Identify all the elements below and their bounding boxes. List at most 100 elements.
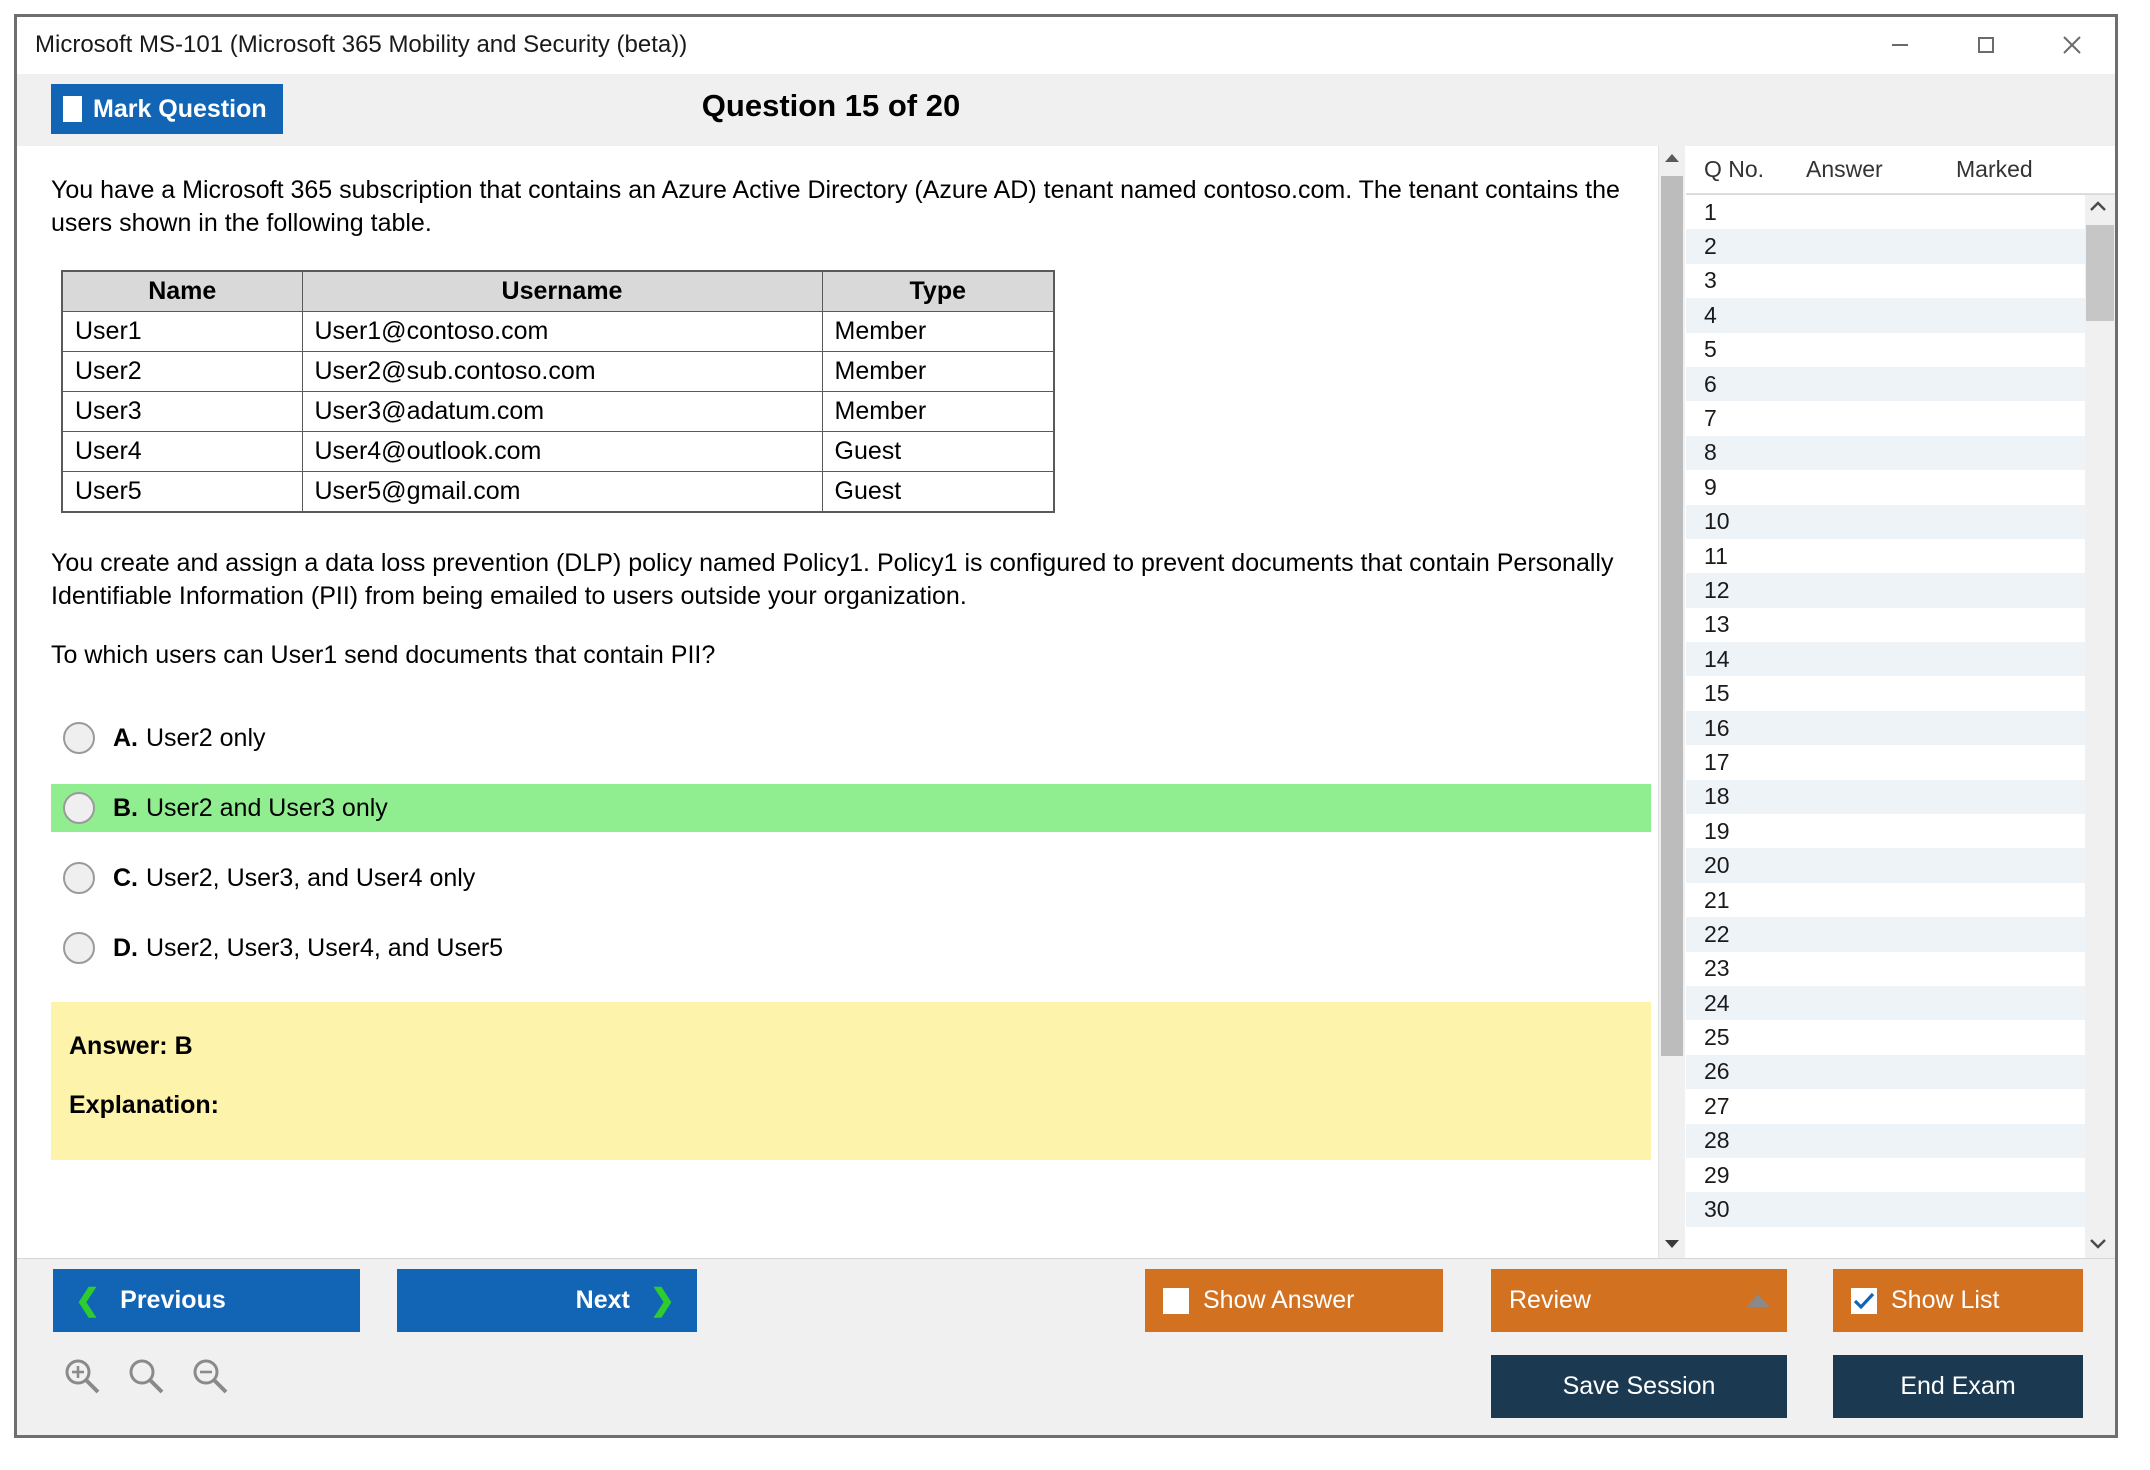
zoom-in-icon[interactable] xyxy=(61,1355,103,1402)
list-item[interactable]: 3 xyxy=(1686,264,2085,298)
previous-button[interactable]: ❮ Previous xyxy=(53,1269,360,1332)
option-text-c: User2, User3, and User4 only xyxy=(146,863,476,892)
list-item[interactable]: 9 xyxy=(1686,470,2085,504)
list-item-qno: 14 xyxy=(1704,645,1730,672)
question-policy-text: You create and assign a data loss preven… xyxy=(51,549,1614,610)
show-answer-checkbox[interactable] xyxy=(1163,1287,1189,1314)
question-list-header: Q No. Answer Marked xyxy=(1686,146,2115,194)
title-bar: Microsoft MS-101 (Microsoft 365 Mobility… xyxy=(17,17,2115,74)
list-item[interactable]: 8 xyxy=(1686,435,2085,471)
next-button-label: Next xyxy=(575,1286,630,1314)
cell-type: Guest xyxy=(821,431,1055,472)
previous-button-label: Previous xyxy=(120,1286,226,1314)
next-button[interactable]: Next ❯ xyxy=(397,1269,697,1332)
list-item[interactable]: 24 xyxy=(1686,985,2085,1021)
list-item-qno: 10 xyxy=(1704,508,1730,535)
list-item[interactable]: 19 xyxy=(1686,814,2085,848)
list-item[interactable]: 29 xyxy=(1686,1158,2085,1192)
show-answer-label: Show Answer xyxy=(1203,1286,1355,1314)
list-item-qno: 28 xyxy=(1704,1127,1730,1154)
header-bar: Mark Question Question 15 of 20 xyxy=(17,74,2115,146)
scroll-down-button[interactable] xyxy=(1659,1232,1685,1258)
cell-username: User3@adatum.com xyxy=(301,391,823,432)
list-item-qno: 26 xyxy=(1704,1058,1730,1085)
list-item[interactable]: 1 xyxy=(1686,195,2085,229)
list-item[interactable]: 18 xyxy=(1686,779,2085,815)
question-prompt-text: To which users can User1 send documents … xyxy=(51,641,716,669)
list-item[interactable]: 10 xyxy=(1686,504,2085,539)
list-item[interactable]: 11 xyxy=(1686,539,2085,573)
list-item[interactable]: 15 xyxy=(1686,676,2085,710)
list-item[interactable]: 22 xyxy=(1686,917,2085,952)
option-a[interactable]: A. User2 only xyxy=(51,714,1651,762)
list-item-qno: 29 xyxy=(1704,1161,1730,1188)
maximize-button[interactable] xyxy=(1943,17,2029,73)
list-item[interactable]: 21 xyxy=(1686,883,2085,917)
footer-toolbar: ❮ Previous Next ❯ xyxy=(17,1258,2115,1435)
list-scroll-thumb[interactable] xyxy=(2086,225,2114,321)
list-item-qno: 17 xyxy=(1704,748,1730,775)
zoom-reset-icon[interactable] xyxy=(125,1355,167,1402)
mark-question-button[interactable]: Mark Question xyxy=(51,84,283,134)
cell-name: User2 xyxy=(61,351,303,392)
list-item[interactable]: 13 xyxy=(1686,608,2085,642)
question-list-panel: Q No. Answer Marked 1 2 3 4 5 6 7 8 9 10 11 12 13 14 1… xyxy=(1686,146,2115,1258)
cell-name: User4 xyxy=(61,431,303,472)
list-item[interactable]: 26 xyxy=(1686,1054,2085,1090)
list-item[interactable]: 27 xyxy=(1686,1089,2085,1123)
list-item[interactable]: 30 xyxy=(1686,1192,2085,1227)
option-letter-a: A. xyxy=(113,723,138,752)
minimize-button[interactable] xyxy=(1857,17,1943,73)
radio-icon-a[interactable] xyxy=(63,722,95,754)
list-item[interactable]: 6 xyxy=(1686,366,2085,402)
save-session-button[interactable]: Save Session xyxy=(1491,1355,1787,1418)
list-item-qno: 18 xyxy=(1704,783,1730,810)
table-row: User4 User4@outlook.com Guest xyxy=(61,431,1055,472)
list-item[interactable]: 16 xyxy=(1686,710,2085,746)
cell-type: Member xyxy=(821,311,1055,352)
list-item[interactable]: 2 xyxy=(1686,229,2085,264)
zoom-controls xyxy=(61,1355,231,1402)
list-item[interactable]: 12 xyxy=(1686,573,2085,608)
option-d[interactable]: D. User2, User3, User4, and User5 xyxy=(51,924,1651,972)
question-list-scrollbar[interactable] xyxy=(2085,195,2115,1258)
list-item[interactable]: 17 xyxy=(1686,745,2085,779)
review-dropdown-button[interactable]: Review xyxy=(1491,1269,1787,1332)
list-item[interactable]: 28 xyxy=(1686,1123,2085,1158)
list-scroll-down-button[interactable] xyxy=(2085,1232,2111,1258)
list-item[interactable]: 7 xyxy=(1686,401,2085,435)
list-item-qno: 30 xyxy=(1704,1196,1730,1223)
page-title: Question 15 of 20 xyxy=(701,88,961,123)
show-list-button[interactable]: Show List xyxy=(1833,1269,2083,1332)
show-answer-button[interactable]: Show Answer xyxy=(1145,1269,1443,1332)
end-exam-button[interactable]: End Exam xyxy=(1833,1355,2083,1418)
question-scroll-thumb[interactable] xyxy=(1661,176,1683,1056)
option-c[interactable]: C. User2, User3, and User4 only xyxy=(51,854,1651,902)
option-letter-b: B. xyxy=(113,793,138,822)
list-item[interactable]: 4 xyxy=(1686,298,2085,333)
check-icon xyxy=(1853,1292,1875,1309)
column-header-qno: Q No. xyxy=(1704,156,1765,182)
list-item[interactable]: 20 xyxy=(1686,848,2085,883)
list-item[interactable]: 25 xyxy=(1686,1020,2085,1054)
radio-icon-c[interactable] xyxy=(63,862,95,894)
cell-type: Member xyxy=(821,351,1055,392)
window-title: Microsoft MS-101 (Microsoft 365 Mobility… xyxy=(35,31,688,58)
list-item[interactable]: 5 xyxy=(1686,333,2085,367)
list-item-qno: 19 xyxy=(1704,817,1730,844)
list-item[interactable]: 23 xyxy=(1686,952,2085,986)
close-button[interactable] xyxy=(2029,17,2115,73)
list-item-qno: 15 xyxy=(1704,680,1730,707)
window-controls xyxy=(1857,17,2115,73)
zoom-out-icon[interactable] xyxy=(189,1355,231,1402)
mark-question-checkbox[interactable] xyxy=(63,96,82,122)
list-scroll-up-button[interactable] xyxy=(2085,195,2111,221)
option-b[interactable]: B. User2 and User3 only xyxy=(51,784,1651,832)
question-pane-scrollbar[interactable] xyxy=(1658,146,1685,1258)
radio-icon-b[interactable] xyxy=(63,792,95,824)
scroll-up-button[interactable] xyxy=(1659,146,1685,172)
list-item-qno: 5 xyxy=(1704,336,1717,363)
list-item[interactable]: 14 xyxy=(1686,642,2085,677)
radio-icon-d[interactable] xyxy=(63,932,95,964)
show-list-checkbox[interactable] xyxy=(1851,1287,1877,1314)
